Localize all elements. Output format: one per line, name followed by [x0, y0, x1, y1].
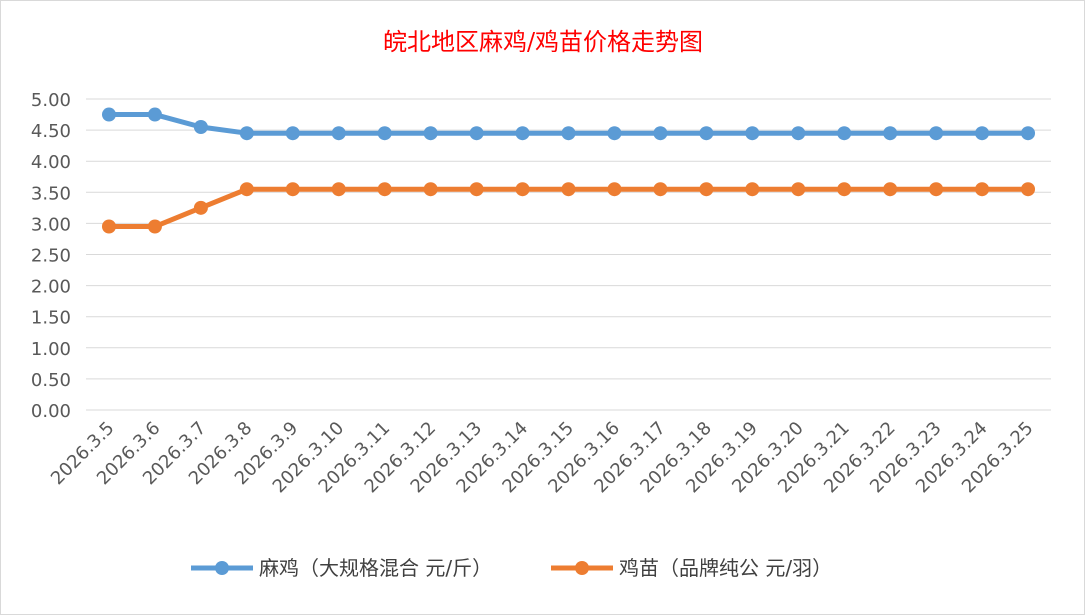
y-tick-label: 3.00 — [31, 214, 71, 235]
y-tick-label: 4.00 — [31, 152, 71, 173]
data-point — [377, 126, 392, 141]
legend-item: 鸡苗（品牌纯公 元/羽） — [551, 556, 832, 580]
data-point — [469, 182, 484, 197]
data-point — [883, 182, 898, 197]
data-point — [561, 182, 576, 197]
data-point — [883, 126, 898, 141]
data-point — [193, 200, 208, 215]
legend-label: 麻鸡（大规格混合 元/斤） — [259, 556, 492, 580]
legend-item: 麻鸡（大规格混合 元/斤） — [191, 556, 492, 580]
y-tick-label: 3.50 — [31, 183, 71, 204]
y-tick-label: 5.00 — [31, 90, 71, 111]
y-tick-label: 2.00 — [31, 277, 71, 298]
data-point — [607, 126, 622, 141]
legend-label: 鸡苗（品牌纯公 元/羽） — [619, 556, 832, 580]
data-point — [699, 126, 714, 141]
data-point — [423, 126, 438, 141]
data-point — [147, 219, 162, 234]
data-point — [193, 119, 208, 134]
data-point — [331, 126, 346, 141]
data-point — [837, 126, 852, 141]
data-point — [929, 126, 944, 141]
y-tick-label: 4.50 — [31, 121, 71, 142]
y-tick-label: 0.00 — [31, 401, 71, 422]
y-tick-label: 0.50 — [31, 370, 71, 391]
data-point — [423, 182, 438, 197]
data-point — [469, 126, 484, 141]
y-tick-label: 2.50 — [31, 246, 71, 267]
x-axis-ticks: 2026.3.52026.3.62026.3.72026.3.82026.3.9… — [47, 418, 1038, 498]
data-point — [837, 182, 852, 197]
data-point — [929, 182, 944, 197]
series-lines — [101, 107, 1036, 234]
data-point — [101, 219, 116, 234]
data-point — [515, 182, 530, 197]
data-point — [1021, 182, 1036, 197]
data-point — [653, 126, 668, 141]
legend: 麻鸡（大规格混合 元/斤） 鸡苗（品牌纯公 元/羽） — [191, 556, 832, 580]
data-point — [285, 126, 300, 141]
data-point — [607, 182, 622, 197]
data-point — [561, 126, 576, 141]
legend-marker — [575, 561, 589, 575]
data-point — [975, 126, 990, 141]
data-point — [285, 182, 300, 197]
data-point — [975, 182, 990, 197]
series-1 — [101, 107, 1036, 141]
data-point — [331, 182, 346, 197]
data-point — [653, 182, 668, 197]
gridlines — [86, 98, 1051, 411]
data-point — [239, 182, 254, 197]
legend-marker — [215, 561, 229, 575]
y-axis-ticks: 0.00 0.50 1.00 1.50 2.00 2.50 3.00 3.50 4.00 4.50… — [31, 90, 71, 422]
data-point — [377, 182, 392, 197]
data-point — [1021, 126, 1036, 141]
data-point — [515, 126, 530, 141]
series-2 — [101, 182, 1036, 234]
chart-title: 皖北地区麻鸡/鸡苗价格走势图 — [383, 28, 703, 56]
data-point — [101, 107, 116, 122]
data-point — [745, 126, 760, 141]
data-point — [239, 126, 254, 141]
y-tick-label: 1.50 — [31, 308, 71, 329]
data-point — [791, 182, 806, 197]
y-tick-label: 1.00 — [31, 339, 71, 360]
data-point — [791, 126, 806, 141]
data-point — [745, 182, 760, 197]
data-point — [147, 107, 162, 122]
data-point — [699, 182, 714, 197]
